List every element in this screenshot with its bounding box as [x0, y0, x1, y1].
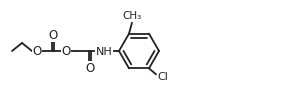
Text: O: O: [32, 45, 42, 58]
Text: CH₃: CH₃: [122, 11, 142, 20]
Text: O: O: [48, 29, 58, 42]
Text: NH: NH: [95, 47, 112, 56]
Text: O: O: [61, 45, 71, 58]
Text: O: O: [85, 62, 95, 75]
Text: Cl: Cl: [158, 72, 168, 82]
